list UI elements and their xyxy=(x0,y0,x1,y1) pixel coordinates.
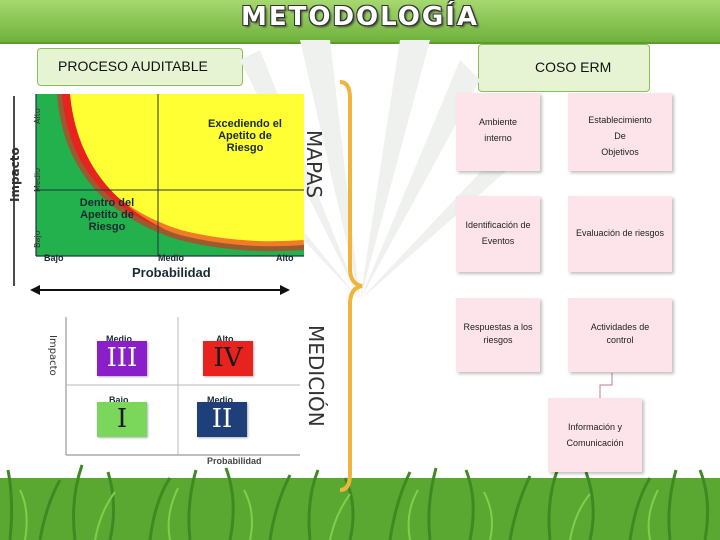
heat-map-green-zone xyxy=(36,94,304,256)
quadrant-numeral-ii: II xyxy=(211,404,233,434)
coso-connectors xyxy=(599,373,613,400)
heat-map-x-tick-bajo: Bajo xyxy=(44,253,64,263)
coso-text-comunicacion: Comunicación xyxy=(566,438,624,448)
right-header: COSO ERM xyxy=(535,59,612,75)
coso-text-informacion: Información y xyxy=(567,422,623,432)
coso-box-evaluacion: Evaluación de riesgos xyxy=(568,196,672,272)
quadrant-matrix-frame xyxy=(65,317,300,456)
coso-box-ambiente-interno: Ambiente interno xyxy=(456,93,540,171)
heat-map-y-title: Impacto xyxy=(8,147,22,202)
page-title: METODOLOGÍA xyxy=(240,2,480,32)
heat-map-y-tick-alto: Alto xyxy=(33,108,42,124)
coso-text-respuestas: Respuestas a los xyxy=(463,322,533,332)
risk-heat-map xyxy=(13,94,304,295)
heat-map-x-tick-alto: Alto xyxy=(276,253,294,263)
coso-text-objetivos: Objetivos xyxy=(601,147,639,157)
quadrant-numeral-iii: III xyxy=(106,343,138,373)
heat-map-y-tick-bajo: Bajo xyxy=(33,230,42,248)
quadrant-label-4: Medio xyxy=(207,395,233,405)
quadrant-x-title: Probabilidad xyxy=(207,456,262,466)
heat-map-x-tick-medio: Medio xyxy=(158,253,184,263)
heat-map-zone-below: Dentro del Apetito de Riesgo xyxy=(79,197,135,233)
heat-map-yellow-zone xyxy=(70,94,304,251)
coso-text-actividades: Actividades de xyxy=(590,322,650,332)
coso-box-informacion: Información y Comunicación xyxy=(548,398,642,472)
quadrant-label-3: Bajo xyxy=(109,395,129,405)
coso-text-interno: interno xyxy=(484,133,512,143)
coso-box-identificacion: Identificación de Eventos xyxy=(456,196,540,272)
title-bar xyxy=(0,0,720,44)
quadrant-cell-i: I xyxy=(97,402,147,437)
coso-text-identificacion: Identificación de xyxy=(465,220,531,230)
coso-box-respuestas: Respuestas a los riesgos xyxy=(456,298,540,372)
coso-text-ambiente: Ambiente xyxy=(478,117,518,127)
grouping-brace xyxy=(339,80,363,492)
left-header-pill xyxy=(37,48,243,86)
right-header-pill xyxy=(478,44,650,92)
quadrant-cell-iii: III xyxy=(97,341,147,376)
heat-map-y-tick-medio: Medio xyxy=(33,167,42,192)
coso-text-riesgos: riesgos xyxy=(483,335,513,345)
heat-map-x-title: Probabilidad xyxy=(132,265,211,280)
quadrant-cell-ii: II xyxy=(197,402,247,437)
coso-box-actividades: Actividades de control xyxy=(568,298,672,372)
quadrant-label-2: Alto xyxy=(216,334,234,344)
quadrant-numeral-i: I xyxy=(116,404,128,434)
coso-box-establecimiento: Establecimiento De Objetivos xyxy=(568,93,672,171)
coso-text-establecimiento: Establecimiento xyxy=(588,115,652,125)
quadrant-label-1: Medio xyxy=(106,334,132,344)
quadrant-numeral-iv: IV xyxy=(213,343,243,373)
quadrant-y-title: Impacto xyxy=(47,335,58,376)
coso-text-evaluacion: Evaluación de riesgos xyxy=(575,228,665,238)
coso-text-control: control xyxy=(606,335,634,345)
coso-text-eventos: Eventos xyxy=(481,236,515,246)
left-header: PROCESO AUDITABLE xyxy=(58,58,208,74)
quadrant-cell-iv: IV xyxy=(203,341,253,376)
coso-text-de: De xyxy=(614,131,626,141)
heat-map-zone-above: Excediendo el Apetito de Riesgo xyxy=(208,118,282,154)
